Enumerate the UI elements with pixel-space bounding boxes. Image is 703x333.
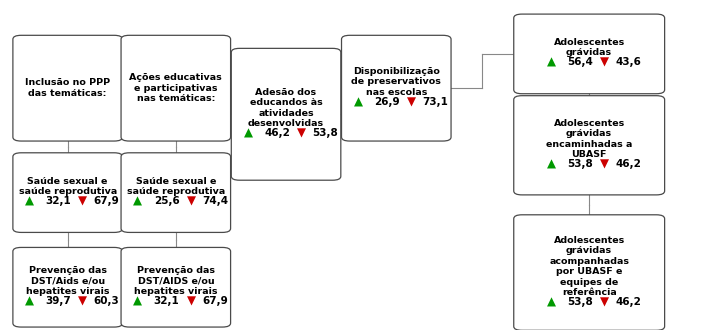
Text: grávidas: grávidas — [566, 129, 612, 139]
FancyBboxPatch shape — [13, 35, 122, 141]
Text: 53,8: 53,8 — [567, 159, 593, 169]
Text: 67,9: 67,9 — [202, 296, 228, 306]
Text: DST/AIDS e/ou: DST/AIDS e/ou — [138, 276, 214, 285]
Text: UBASF: UBASF — [572, 150, 607, 159]
Text: 39,7: 39,7 — [46, 296, 72, 306]
Text: Adolescentes: Adolescentes — [553, 38, 625, 47]
Text: Adolescentes: Adolescentes — [553, 236, 625, 245]
Text: 32,1: 32,1 — [46, 196, 72, 206]
Text: grávidas: grávidas — [566, 48, 612, 57]
Text: ▼: ▼ — [186, 194, 195, 207]
Text: nas temáticas:: nas temáticas: — [136, 94, 215, 103]
Text: saúde reprodutiva: saúde reprodutiva — [18, 187, 117, 196]
Text: 46,2: 46,2 — [264, 128, 290, 138]
Text: ▲: ▲ — [547, 56, 556, 69]
Text: Ações educativas: Ações educativas — [129, 73, 222, 82]
Text: 67,9: 67,9 — [93, 196, 120, 206]
FancyBboxPatch shape — [13, 153, 122, 232]
Text: Prevenção das: Prevenção das — [137, 266, 215, 275]
Text: ▼: ▼ — [297, 127, 306, 140]
FancyBboxPatch shape — [13, 247, 122, 327]
Text: equipes de: equipes de — [560, 277, 619, 286]
Text: ▲: ▲ — [25, 194, 34, 207]
Text: acompanhadas: acompanhadas — [549, 257, 629, 266]
Text: Saúde sexual e: Saúde sexual e — [136, 177, 216, 186]
Text: 53,8: 53,8 — [567, 297, 593, 307]
Text: hepatites virais: hepatites virais — [134, 287, 217, 296]
Text: 60,3: 60,3 — [93, 296, 120, 306]
Text: educandos às: educandos às — [250, 98, 323, 107]
FancyBboxPatch shape — [514, 14, 664, 94]
Text: hepatites virais: hepatites virais — [26, 287, 110, 296]
Text: e participativas: e participativas — [134, 84, 217, 93]
FancyBboxPatch shape — [231, 48, 341, 180]
Text: Saúde sexual e: Saúde sexual e — [27, 177, 108, 186]
Text: ▼: ▼ — [600, 158, 609, 170]
Text: DST/Aids e/ou: DST/Aids e/ou — [31, 276, 105, 285]
Text: por UBASF e: por UBASF e — [556, 267, 622, 276]
Text: ▼: ▼ — [78, 194, 87, 207]
Text: ▲: ▲ — [547, 158, 556, 170]
Text: nas escolas: nas escolas — [366, 88, 427, 97]
Text: 25,6: 25,6 — [154, 196, 179, 206]
Text: saúde reprodutiva: saúde reprodutiva — [127, 187, 225, 196]
Text: atividades: atividades — [258, 109, 314, 118]
Text: Adesão dos: Adesão dos — [255, 88, 316, 97]
Text: 46,2: 46,2 — [615, 297, 641, 307]
FancyBboxPatch shape — [514, 215, 664, 330]
Text: Prevenção das: Prevenção das — [29, 266, 107, 275]
Text: ▲: ▲ — [25, 294, 34, 307]
Text: ▲: ▲ — [547, 295, 556, 308]
Text: desenvolvidas: desenvolvidas — [248, 119, 324, 128]
Text: 53,8: 53,8 — [312, 128, 338, 138]
Text: ▲: ▲ — [134, 194, 143, 207]
Text: ▼: ▼ — [600, 56, 609, 69]
Text: 56,4: 56,4 — [567, 57, 593, 67]
FancyBboxPatch shape — [342, 35, 451, 141]
Text: ▲: ▲ — [134, 294, 143, 307]
Text: 46,2: 46,2 — [615, 159, 641, 169]
Text: ▼: ▼ — [600, 295, 609, 308]
Text: ▼: ▼ — [186, 294, 195, 307]
Text: 74,4: 74,4 — [202, 196, 228, 206]
FancyBboxPatch shape — [121, 35, 231, 141]
Text: encaminhadas a: encaminhadas a — [546, 140, 633, 149]
Text: grávidas: grávidas — [566, 246, 612, 255]
Text: Inclusão no PPP: Inclusão no PPP — [25, 79, 110, 88]
FancyBboxPatch shape — [121, 153, 231, 232]
Text: 73,1: 73,1 — [423, 97, 449, 107]
Text: referência: referência — [562, 288, 617, 297]
Text: ▲: ▲ — [244, 127, 252, 140]
Text: ▼: ▼ — [78, 294, 87, 307]
Text: 26,9: 26,9 — [374, 97, 400, 107]
FancyBboxPatch shape — [121, 247, 231, 327]
Text: 43,6: 43,6 — [615, 57, 641, 67]
Text: ▼: ▼ — [407, 95, 416, 108]
Text: de preservativos: de preservativos — [352, 78, 441, 87]
Text: Adolescentes: Adolescentes — [553, 119, 625, 128]
Text: das temáticas:: das temáticas: — [28, 89, 107, 98]
FancyBboxPatch shape — [514, 96, 664, 195]
Text: 32,1: 32,1 — [154, 296, 179, 306]
Text: ▲: ▲ — [354, 95, 363, 108]
Text: Disponibilização: Disponibilização — [353, 67, 439, 76]
